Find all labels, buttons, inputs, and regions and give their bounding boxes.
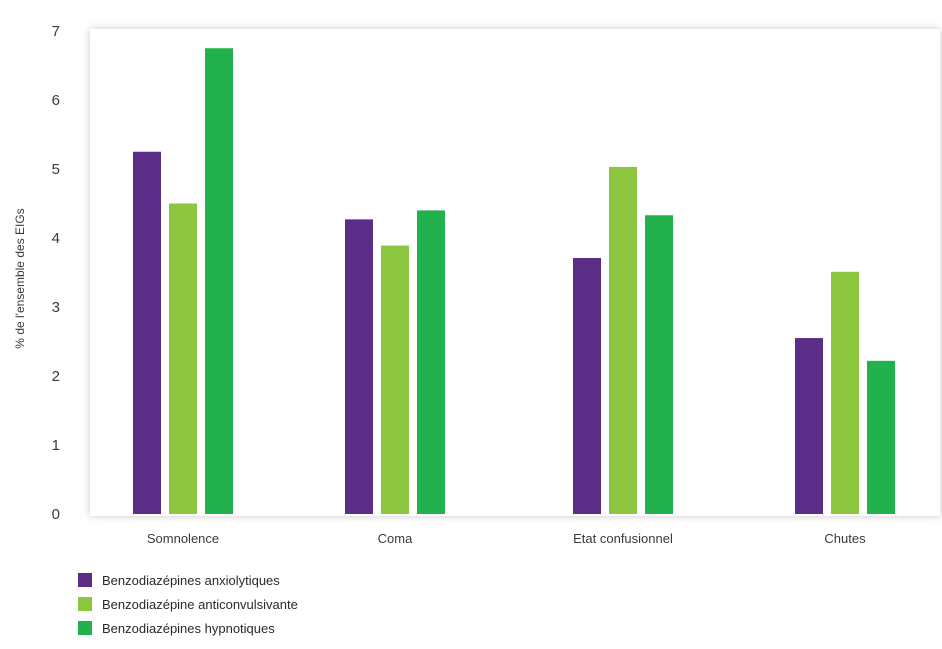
bar-somnolence-2 [205, 48, 233, 514]
y-tick-label: 5 [52, 161, 60, 178]
x-category-label: Etat confusionnel [573, 531, 673, 546]
bar-somnolence-0 [133, 151, 161, 514]
legend-swatch [78, 597, 92, 611]
bar-coma-2 [417, 210, 445, 514]
legend-label: Benzodiazépines anxiolytiques [102, 572, 280, 588]
y-tick-label: 2 [52, 368, 60, 385]
bar-etat-confusionnel-2 [645, 215, 673, 515]
bar-etat-confusionnel-1 [609, 166, 637, 514]
x-category-label: Coma [378, 531, 413, 546]
bar-chutes-1 [831, 271, 859, 514]
bar-coma-1 [381, 245, 409, 514]
plot-area: 0 1 2 3 4 5 6 7 % de l'ensemble des EIGs Somnolen… [13, 23, 940, 546]
y-tick-label: 7 [52, 23, 60, 40]
legend-item: Benzodiazépines hypnotiques [78, 618, 298, 638]
legend-item: Benzodiazépine anticonvulsivante [78, 594, 298, 614]
legend-label: Benzodiazépine anticonvulsivante [102, 596, 298, 612]
bar-somnolence-1 [169, 203, 197, 514]
legend: Benzodiazépines anxiolytiques Benzodiazé… [78, 570, 298, 642]
y-axis-title: % de l'ensemble des EIGs [13, 208, 27, 348]
legend-swatch [78, 573, 92, 587]
bar-chutes-2 [867, 360, 895, 514]
x-category-label: Chutes [824, 531, 866, 546]
bar-etat-confusionnel-0 [573, 258, 601, 514]
y-tick-label: 0 [52, 506, 60, 523]
y-tick-label: 4 [52, 230, 60, 247]
x-category-label: Somnolence [147, 531, 219, 546]
legend-item: Benzodiazépines anxiolytiques [78, 570, 298, 590]
bar-coma-0 [345, 219, 373, 514]
bar-chutes-0 [795, 338, 823, 514]
y-tick-label: 1 [52, 437, 60, 454]
legend-label: Benzodiazépines hypnotiques [102, 620, 275, 636]
y-tick-label: 3 [52, 299, 60, 316]
y-tick-label: 6 [52, 92, 60, 109]
legend-swatch [78, 621, 92, 635]
